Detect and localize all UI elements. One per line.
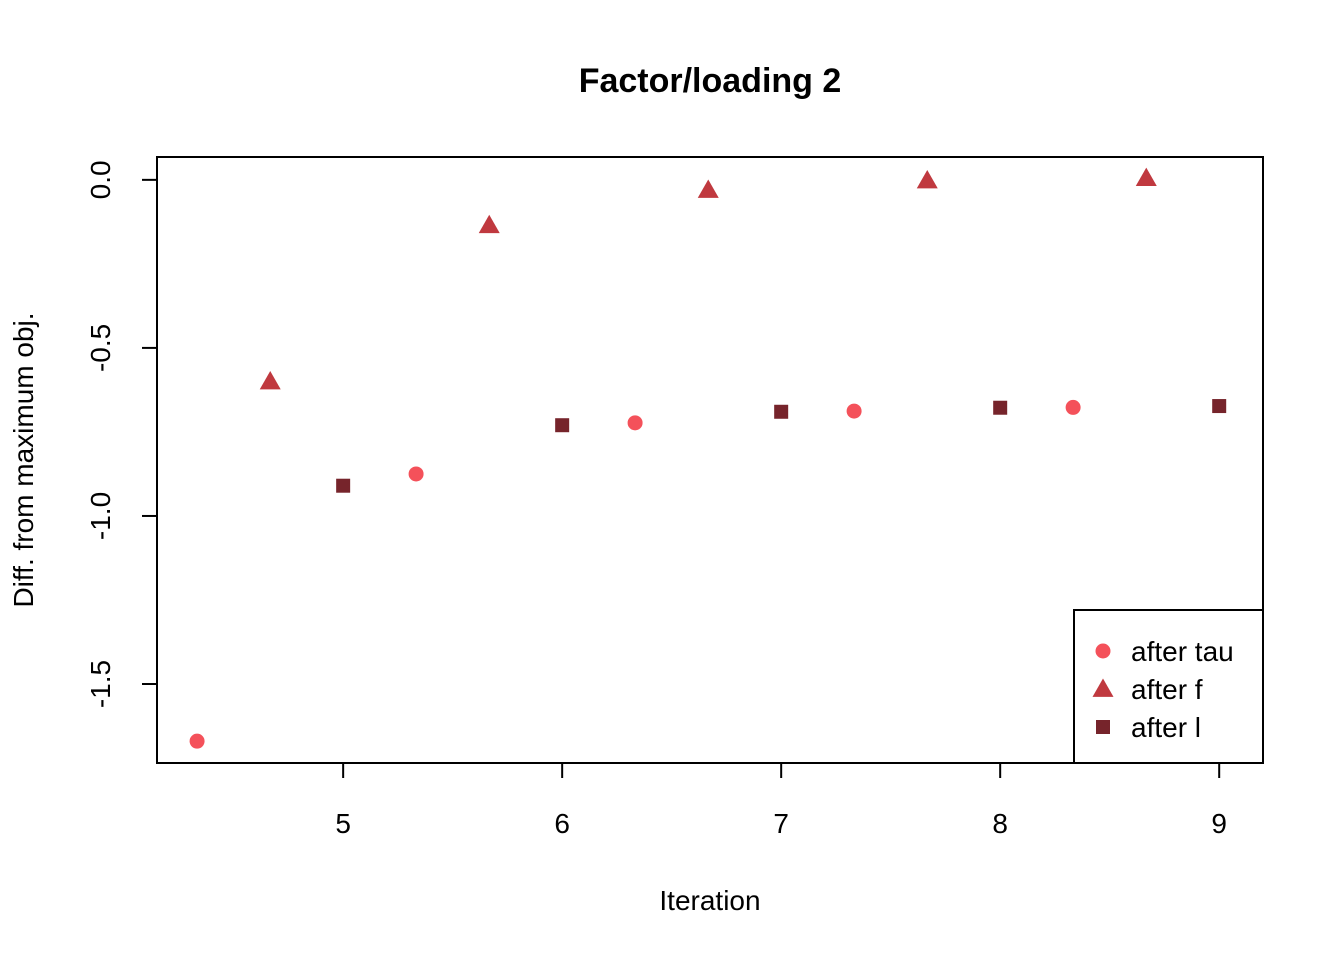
point-after-tau	[408, 466, 424, 482]
legend: after tau after f after l	[1073, 609, 1264, 764]
x-tick-label: 7	[773, 808, 789, 839]
legend-marker-after-l	[1096, 720, 1110, 734]
point-after-f	[697, 179, 719, 198]
chart-title: Factor/loading 2	[579, 62, 842, 100]
y-tick-label: -1.0	[85, 492, 116, 540]
point-after-l	[774, 404, 789, 419]
y-tick-label: -0.5	[85, 324, 116, 372]
x-tick-label: 6	[554, 808, 570, 839]
point-after-f	[1135, 167, 1157, 187]
point-after-l	[993, 400, 1008, 415]
point-after-f	[478, 214, 500, 234]
legend-label-after-tau: after tau	[1131, 636, 1234, 667]
x-axis-label: Iteration	[659, 885, 760, 916]
legend-box	[1073, 609, 1264, 764]
legend-label-after-l: after l	[1131, 712, 1201, 743]
x-tick-label: 9	[1211, 808, 1227, 839]
point-after-tau	[189, 733, 205, 749]
y-axis-label: Diff. from maximum obj.	[8, 312, 39, 607]
point-after-f	[259, 371, 281, 390]
point-after-f	[916, 170, 938, 189]
point-after-tau	[1065, 399, 1081, 415]
x-tick-label: 5	[335, 808, 351, 839]
legend-label-after-f: after f	[1131, 674, 1203, 705]
y-tick-label: 0.0	[85, 160, 116, 199]
x-tick-label: 8	[992, 808, 1008, 839]
x-axis: 5 6 7 8 9	[335, 763, 1227, 839]
point-after-l	[1212, 399, 1227, 414]
point-after-l	[555, 418, 570, 433]
legend-marker-after-tau	[1095, 643, 1111, 659]
y-axis: 0.0 -0.5 -1.0 -1.5	[85, 160, 157, 708]
point-after-tau	[846, 403, 862, 419]
y-tick-label: -1.5	[85, 660, 116, 708]
point-after-l	[336, 478, 351, 493]
legend-marker-after-f	[1092, 678, 1114, 697]
data-points	[189, 167, 1227, 749]
plot-frame	[156, 156, 1264, 764]
point-after-tau	[627, 415, 643, 431]
